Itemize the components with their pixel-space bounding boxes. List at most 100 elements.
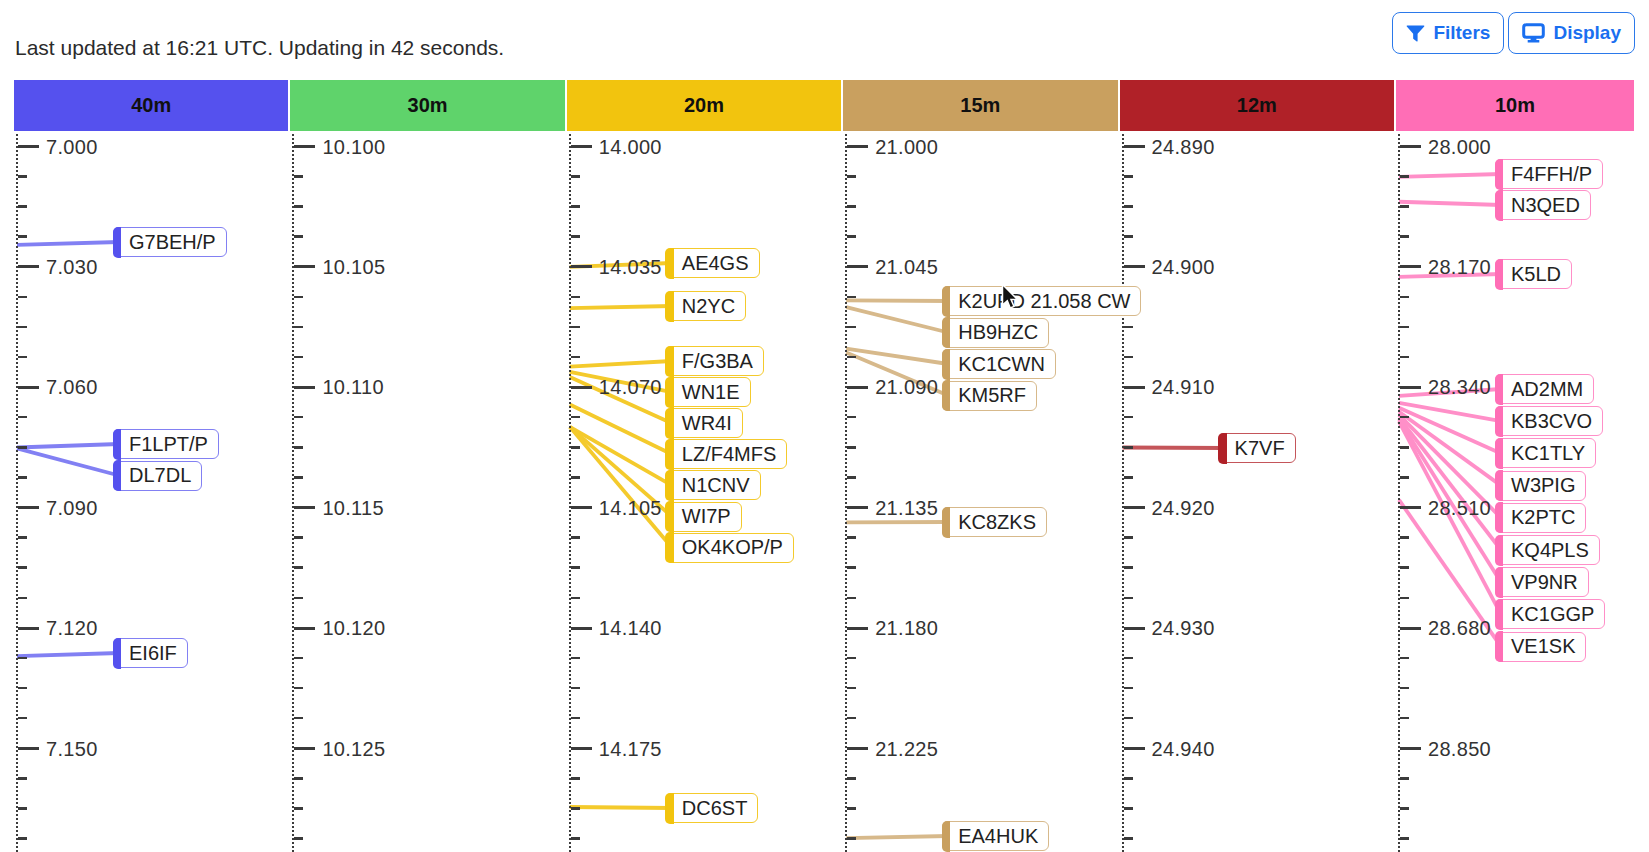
- minor-tick: [1124, 235, 1133, 238]
- spot-DL7DL[interactable]: DL7DL: [113, 461, 202, 491]
- spot-WI7P[interactable]: WI7P: [666, 502, 742, 532]
- spot-KC8ZKS[interactable]: KC8ZKS: [942, 507, 1047, 537]
- spot-KC1CWN[interactable]: KC1CWN: [942, 349, 1056, 379]
- minor-tick: [1124, 416, 1133, 419]
- spot-EI6IF[interactable]: EI6IF: [113, 638, 188, 668]
- spot-KB3CVO[interactable]: KB3CVO: [1495, 406, 1603, 436]
- spot-KM5RF[interactable]: KM5RF: [942, 381, 1037, 411]
- minor-tick: [847, 566, 856, 569]
- display-icon: [1522, 23, 1545, 43]
- spot-callsign: HB9HZC: [958, 321, 1038, 344]
- frequency-ruler-12m: [1122, 134, 1124, 852]
- spot-K2UPD[interactable]: K2UPD 21.058 CW: [942, 286, 1141, 316]
- minor-tick: [18, 837, 27, 840]
- frequency-ruler-20m: [569, 134, 571, 852]
- minor-tick: [1400, 476, 1409, 479]
- minor-tick: [571, 536, 580, 539]
- minor-tick: [294, 175, 303, 178]
- toolbar-buttons: Filters Display: [1392, 12, 1635, 54]
- spot-F4FFH/P[interactable]: F4FFH/P: [1495, 159, 1603, 189]
- spot-AD2MM[interactable]: AD2MM: [1495, 374, 1594, 404]
- spot-KC1GGP[interactable]: KC1GGP: [1495, 599, 1605, 629]
- spot-K7VF[interactable]: K7VF: [1219, 433, 1296, 463]
- filters-button[interactable]: Filters: [1392, 12, 1504, 54]
- display-button[interactable]: Display: [1508, 12, 1635, 54]
- minor-tick: [18, 687, 27, 690]
- frequency-label: 24.940: [1152, 737, 1215, 760]
- spot-accent-bar: [1495, 631, 1504, 662]
- spot-N3QED[interactable]: N3QED: [1495, 190, 1591, 220]
- spot-OK4KOP/P[interactable]: OK4KOP/P: [666, 533, 794, 563]
- spot-KQ4PLS[interactable]: KQ4PLS: [1495, 535, 1600, 565]
- major-tick: [294, 747, 315, 750]
- spot-AE4GS[interactable]: AE4GS: [666, 248, 760, 278]
- band-header-40m: 40m: [14, 80, 288, 131]
- minor-tick: [1124, 175, 1133, 178]
- minor-tick: [18, 446, 27, 449]
- spot-WR4I[interactable]: WR4I: [666, 408, 743, 438]
- spot-EA4HUK[interactable]: EA4HUK: [942, 821, 1049, 851]
- minor-tick: [294, 777, 303, 780]
- frequency-label: 10.120: [322, 617, 385, 640]
- frequency-label: 14.140: [599, 617, 662, 640]
- minor-tick: [1124, 687, 1133, 690]
- minor-tick: [18, 235, 27, 238]
- major-tick: [18, 627, 39, 630]
- major-tick: [571, 145, 592, 148]
- band-header-10m: 10m: [1396, 80, 1634, 131]
- minor-tick: [847, 476, 856, 479]
- spot-accent-bar: [665, 377, 674, 408]
- frequency-label: 14.105: [599, 496, 662, 519]
- frequency-label: 24.930: [1152, 617, 1215, 640]
- minor-tick: [18, 807, 27, 810]
- minor-tick: [18, 597, 27, 600]
- frequency-label: 21.000: [875, 135, 938, 158]
- minor-tick: [1124, 837, 1133, 840]
- spot-accent-bar: [1495, 535, 1504, 566]
- minor-tick: [1400, 175, 1409, 178]
- minor-tick: [294, 807, 303, 810]
- minor-tick: [294, 326, 303, 329]
- frequency-label: 14.175: [599, 737, 662, 760]
- spot-HB9HZC[interactable]: HB9HZC: [942, 318, 1049, 348]
- spot-F1LPT/P[interactable]: F1LPT/P: [113, 429, 219, 459]
- spot-N2YC[interactable]: N2YC: [666, 291, 746, 321]
- spot-WN1E[interactable]: WN1E: [666, 377, 751, 407]
- minor-tick: [571, 296, 580, 299]
- spot-N1CNV[interactable]: N1CNV: [666, 470, 761, 500]
- spot-callsign: W3PIG: [1511, 474, 1575, 497]
- band-header-12m: 12m: [1120, 80, 1394, 131]
- spot-F/G3BA[interactable]: F/G3BA: [666, 346, 764, 376]
- frequency-label: 24.910: [1152, 376, 1215, 399]
- frequency-label: 28.850: [1428, 737, 1491, 760]
- spot-callsign: DL7DL: [129, 464, 191, 487]
- spot-VP9NR[interactable]: VP9NR: [1495, 567, 1589, 597]
- minor-tick: [18, 356, 27, 359]
- major-tick: [847, 265, 868, 268]
- spot-VE1SK[interactable]: VE1SK: [1495, 632, 1586, 662]
- spot-accent-bar: [942, 821, 951, 852]
- major-tick: [1124, 145, 1145, 148]
- spot-accent-bar: [665, 532, 674, 563]
- frequency-label: 24.920: [1152, 496, 1215, 519]
- frequency-label: 28.000: [1428, 135, 1491, 158]
- spot-G7BEH/P[interactable]: G7BEH/P: [113, 227, 227, 257]
- spot-KC1TLY[interactable]: KC1TLY: [1495, 438, 1596, 468]
- minor-tick: [1400, 205, 1409, 208]
- major-tick: [571, 386, 592, 389]
- frequency-label: 7.090: [46, 496, 98, 519]
- spot-DC6ST[interactable]: DC6ST: [666, 793, 759, 823]
- spot-accent-bar: [665, 408, 674, 439]
- spot-accent-bar: [113, 227, 122, 258]
- major-tick: [571, 627, 592, 630]
- major-tick: [847, 627, 868, 630]
- frequency-label: 24.890: [1152, 135, 1215, 158]
- spot-LZ/F4MFS[interactable]: LZ/F4MFS: [666, 439, 787, 469]
- spot-callsign: KC8ZKS: [958, 511, 1036, 534]
- minor-tick: [1400, 536, 1409, 539]
- spot-W3PIG[interactable]: W3PIG: [1495, 471, 1586, 501]
- spot-K2PTC[interactable]: K2PTC: [1495, 503, 1586, 533]
- spot-callsign: WN1E: [682, 381, 740, 404]
- minor-tick: [571, 175, 580, 178]
- spot-K5LD[interactable]: K5LD: [1495, 259, 1572, 289]
